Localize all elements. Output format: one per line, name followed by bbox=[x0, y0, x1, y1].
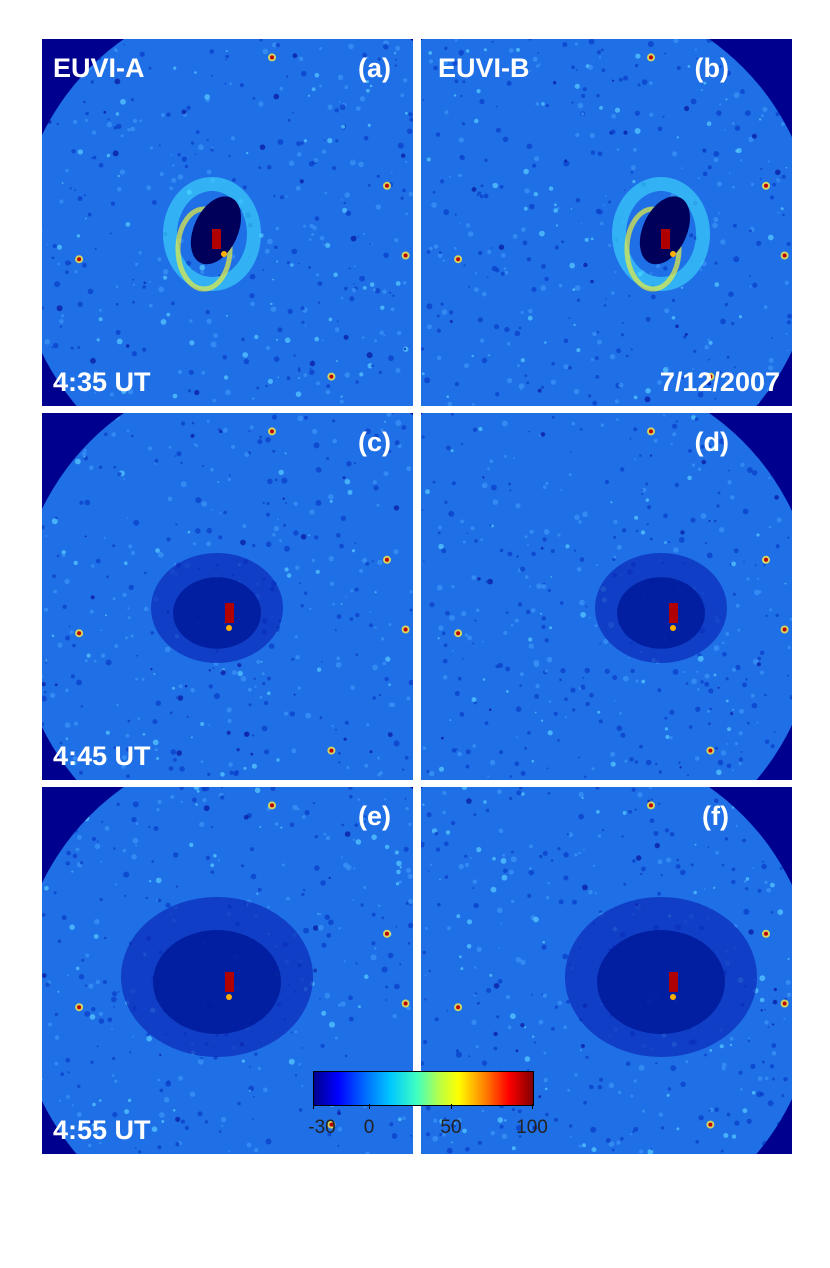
solar-disk-image-a bbox=[42, 39, 413, 406]
panel-letter-d: (d) bbox=[694, 427, 729, 457]
colorbar-tick bbox=[313, 1104, 314, 1109]
colorbar-tick-label: 0 bbox=[363, 1117, 375, 1138]
panel-b: EUVI-B (b) 7/12/2007 bbox=[421, 39, 792, 406]
panel-letter-b: (b) bbox=[694, 53, 729, 83]
solar-disk-image-b bbox=[421, 39, 792, 406]
panel-c: (c) 4:45 UT bbox=[42, 413, 413, 780]
time-label-a: 4:35 UT bbox=[53, 367, 151, 397]
panel-f: (f) bbox=[421, 787, 792, 1154]
colorbar-tick-label: 50 bbox=[440, 1117, 462, 1138]
instrument-label-b: EUVI-B bbox=[438, 53, 530, 83]
date-label-b: 7/12/2007 bbox=[659, 367, 780, 397]
panel-letter-a: (a) bbox=[358, 53, 391, 83]
panel-letter-e: (e) bbox=[358, 801, 391, 831]
colorbar-tick bbox=[369, 1104, 370, 1109]
time-label-c: 4:45 UT bbox=[53, 741, 151, 771]
colorbar bbox=[313, 1071, 534, 1106]
panel-a: EUVI-A (a) 4:35 UT bbox=[42, 39, 413, 406]
solar-disk-image-c bbox=[42, 413, 413, 780]
colorbar-tick bbox=[451, 1104, 452, 1109]
solar-disk-image-d bbox=[421, 413, 792, 780]
solar-disk-image-f bbox=[421, 787, 792, 1154]
panel-letter-f: (f) bbox=[702, 801, 729, 831]
panel-d: (d) bbox=[421, 413, 792, 780]
time-label-e: 4:55 UT bbox=[53, 1115, 151, 1145]
colorbar-tick bbox=[532, 1104, 533, 1109]
instrument-label-a: EUVI-A bbox=[53, 53, 145, 83]
colorbar-tick-label: -30 bbox=[308, 1117, 336, 1138]
panel-letter-c: (c) bbox=[358, 427, 391, 457]
colorbar-tick-label: 100 bbox=[516, 1117, 548, 1138]
